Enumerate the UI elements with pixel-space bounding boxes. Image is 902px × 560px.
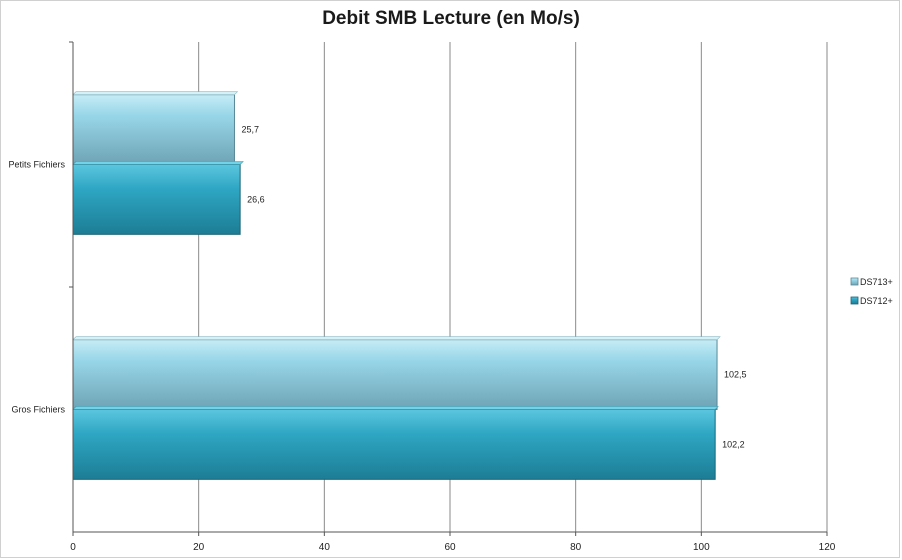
legend-swatch	[850, 296, 859, 305]
bar-top-face	[72, 336, 721, 340]
data-label: 102,5	[724, 370, 747, 380]
bar	[72, 164, 241, 235]
category-label: Gros Fichiers	[11, 405, 65, 415]
x-tick-label: 80	[570, 542, 582, 553]
legend-label: DS712+	[860, 296, 893, 306]
x-tick-label: 0	[70, 542, 76, 553]
data-label: 102,2	[722, 439, 745, 449]
x-tick-label: 60	[444, 542, 456, 553]
data-label: 25,7	[241, 125, 259, 135]
bar	[72, 339, 718, 410]
category-label: Petits Fichiers	[8, 160, 65, 170]
x-tick-label: 20	[193, 542, 205, 553]
x-tick-label: 100	[693, 542, 710, 553]
x-tick-label: 120	[819, 542, 836, 553]
bar-top-face	[72, 161, 244, 165]
bar-top-face	[72, 91, 239, 95]
legend-label: DS713+	[860, 277, 893, 287]
chart-title: Debit SMB Lecture (en Mo/s)	[322, 8, 580, 29]
legend-swatch	[850, 277, 859, 286]
bar	[72, 409, 716, 480]
bar	[72, 94, 235, 165]
x-tick-label: 40	[319, 542, 331, 553]
data-label: 26,6	[247, 194, 265, 204]
bar-top-face	[72, 406, 719, 410]
